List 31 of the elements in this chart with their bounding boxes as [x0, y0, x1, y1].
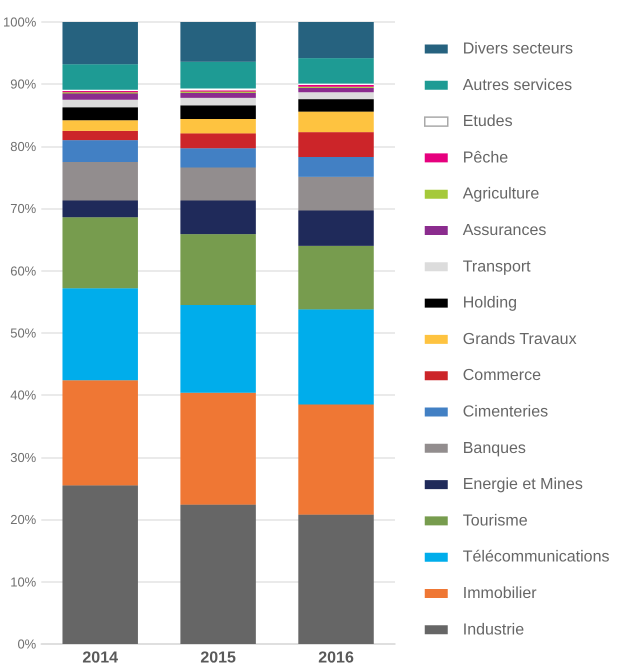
legend-label: Immobilier [462, 585, 538, 602]
y-tick-label: 80% [10, 138, 37, 154]
y-tick-label: 50% [10, 326, 37, 340]
legend-label: Tourisme [462, 512, 528, 530]
legend-label: Assurances [462, 222, 546, 239]
legend-label: Holding [462, 294, 518, 312]
legend-label: Commerce [462, 367, 542, 384]
legend-label: Divers secteurs [462, 40, 573, 58]
x-tick-label: 2015 [200, 650, 236, 666]
y-tick-label: 100% [3, 14, 37, 30]
y-tick-label: 0% [17, 636, 37, 652]
legend-label: Télécommunications [462, 548, 610, 566]
legend-label: Energie et Mines [462, 476, 583, 494]
y-tick-label: 40% [10, 388, 37, 403]
legend-label: Pêche [462, 149, 508, 166]
y-tick-label: 20% [10, 512, 37, 528]
legend-label: Autres services [462, 76, 572, 94]
x-tick-label: 2014 [82, 650, 118, 666]
y-tick-label: 90% [10, 76, 37, 92]
legend-label: Banques [462, 440, 526, 457]
y-tick-label: 10% [10, 574, 37, 590]
legend-label: Transport [462, 258, 532, 276]
legend-label: Industrie [462, 621, 524, 638]
legend-label: Grands Travaux [462, 330, 577, 348]
legend-label: Cimenteries [462, 404, 548, 420]
y-tick-label: 60% [10, 263, 37, 278]
y-tick-label: 70% [10, 201, 37, 216]
y-tick-label: 30% [10, 450, 37, 465]
x-tick-label: 2016 [318, 650, 354, 666]
legend-label: Agriculture [462, 186, 540, 203]
text: Etudes [462, 113, 513, 130]
